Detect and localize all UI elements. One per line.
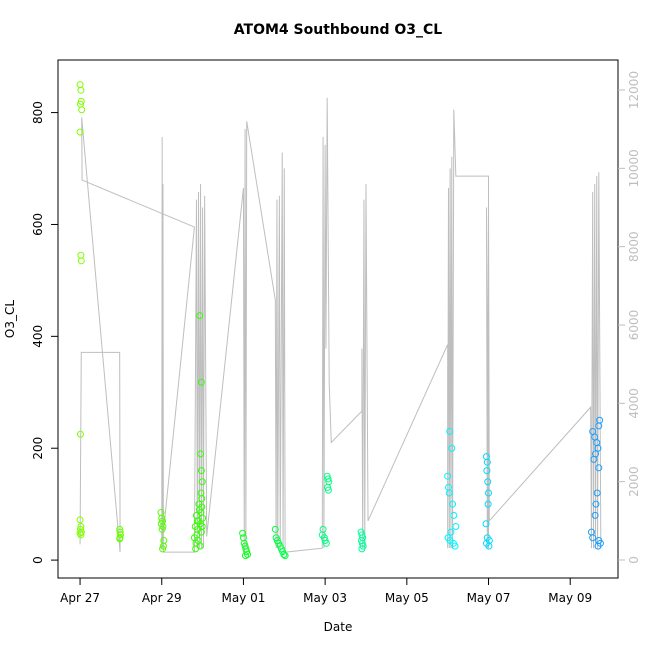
point xyxy=(592,500,600,508)
point xyxy=(593,489,601,497)
point xyxy=(196,542,204,550)
y-axis-label: O3_CL xyxy=(3,300,17,338)
point xyxy=(198,495,206,503)
x-tick-label: Apr 29 xyxy=(142,591,182,605)
y2-tick-label: 6000 xyxy=(627,310,641,341)
point xyxy=(484,478,492,486)
x-tick-label: Apr 27 xyxy=(60,591,100,605)
point xyxy=(595,422,603,430)
point xyxy=(485,489,493,497)
point xyxy=(358,545,366,553)
point xyxy=(445,489,453,497)
point xyxy=(594,542,602,550)
y-tick-label: 600 xyxy=(31,213,45,236)
point xyxy=(446,427,454,435)
plot-frame xyxy=(57,59,619,579)
point xyxy=(78,106,86,114)
point xyxy=(197,450,205,458)
point xyxy=(595,464,603,472)
y2-tick-label: 4000 xyxy=(627,388,641,419)
point xyxy=(449,500,457,508)
point xyxy=(483,458,491,466)
point xyxy=(483,467,491,475)
point xyxy=(482,520,490,528)
point xyxy=(197,467,205,475)
x-tick-label: May 09 xyxy=(548,591,592,605)
point xyxy=(450,511,458,519)
point xyxy=(116,535,124,543)
point xyxy=(271,525,279,533)
y2-tick-label: 8000 xyxy=(627,231,641,262)
chart-title: ATOM4 Southbound O3_CL xyxy=(234,22,442,38)
y2-tick-label: 2000 xyxy=(627,466,641,497)
point xyxy=(324,475,332,483)
point xyxy=(280,551,288,559)
x-tick-label: May 01 xyxy=(221,591,265,605)
point xyxy=(591,511,599,519)
point xyxy=(158,525,166,533)
point xyxy=(590,455,598,463)
point xyxy=(77,528,85,536)
point xyxy=(239,529,247,537)
y2-tick-label: 0 xyxy=(627,556,641,564)
point xyxy=(484,500,492,508)
point xyxy=(444,472,452,480)
point xyxy=(77,531,85,539)
point xyxy=(196,312,204,320)
x-tick-label: May 05 xyxy=(385,591,429,605)
point xyxy=(324,486,332,494)
point xyxy=(198,503,206,511)
point xyxy=(198,523,206,531)
point xyxy=(451,542,459,550)
point xyxy=(324,483,332,491)
point xyxy=(116,531,124,539)
point xyxy=(485,542,493,550)
y2-tick-label: 10000 xyxy=(627,149,641,187)
point xyxy=(77,86,85,94)
point xyxy=(197,378,205,386)
point xyxy=(76,516,84,524)
point xyxy=(159,542,167,550)
point xyxy=(281,552,289,560)
point xyxy=(77,257,85,265)
point xyxy=(76,128,84,136)
point xyxy=(159,523,167,531)
y-tick-label: 0 xyxy=(31,556,45,564)
y-tick-label: 400 xyxy=(31,325,45,348)
point xyxy=(76,430,84,438)
point xyxy=(241,552,249,560)
point xyxy=(589,534,597,542)
y-tick-label: 800 xyxy=(31,101,45,124)
x-tick-label: May 07 xyxy=(467,591,511,605)
y2-tick-label: 12000 xyxy=(627,71,641,109)
x-tick-label: May 03 xyxy=(303,591,347,605)
point xyxy=(198,478,206,486)
line-series xyxy=(79,97,602,553)
point xyxy=(448,444,456,452)
point xyxy=(193,517,201,525)
y-tick-label: 200 xyxy=(31,437,45,460)
x-axis-label: Date xyxy=(324,620,353,634)
point xyxy=(243,548,251,556)
point xyxy=(322,539,330,547)
point xyxy=(447,528,455,536)
point xyxy=(77,97,85,105)
point xyxy=(159,545,167,553)
point xyxy=(594,444,602,452)
point xyxy=(452,523,460,531)
